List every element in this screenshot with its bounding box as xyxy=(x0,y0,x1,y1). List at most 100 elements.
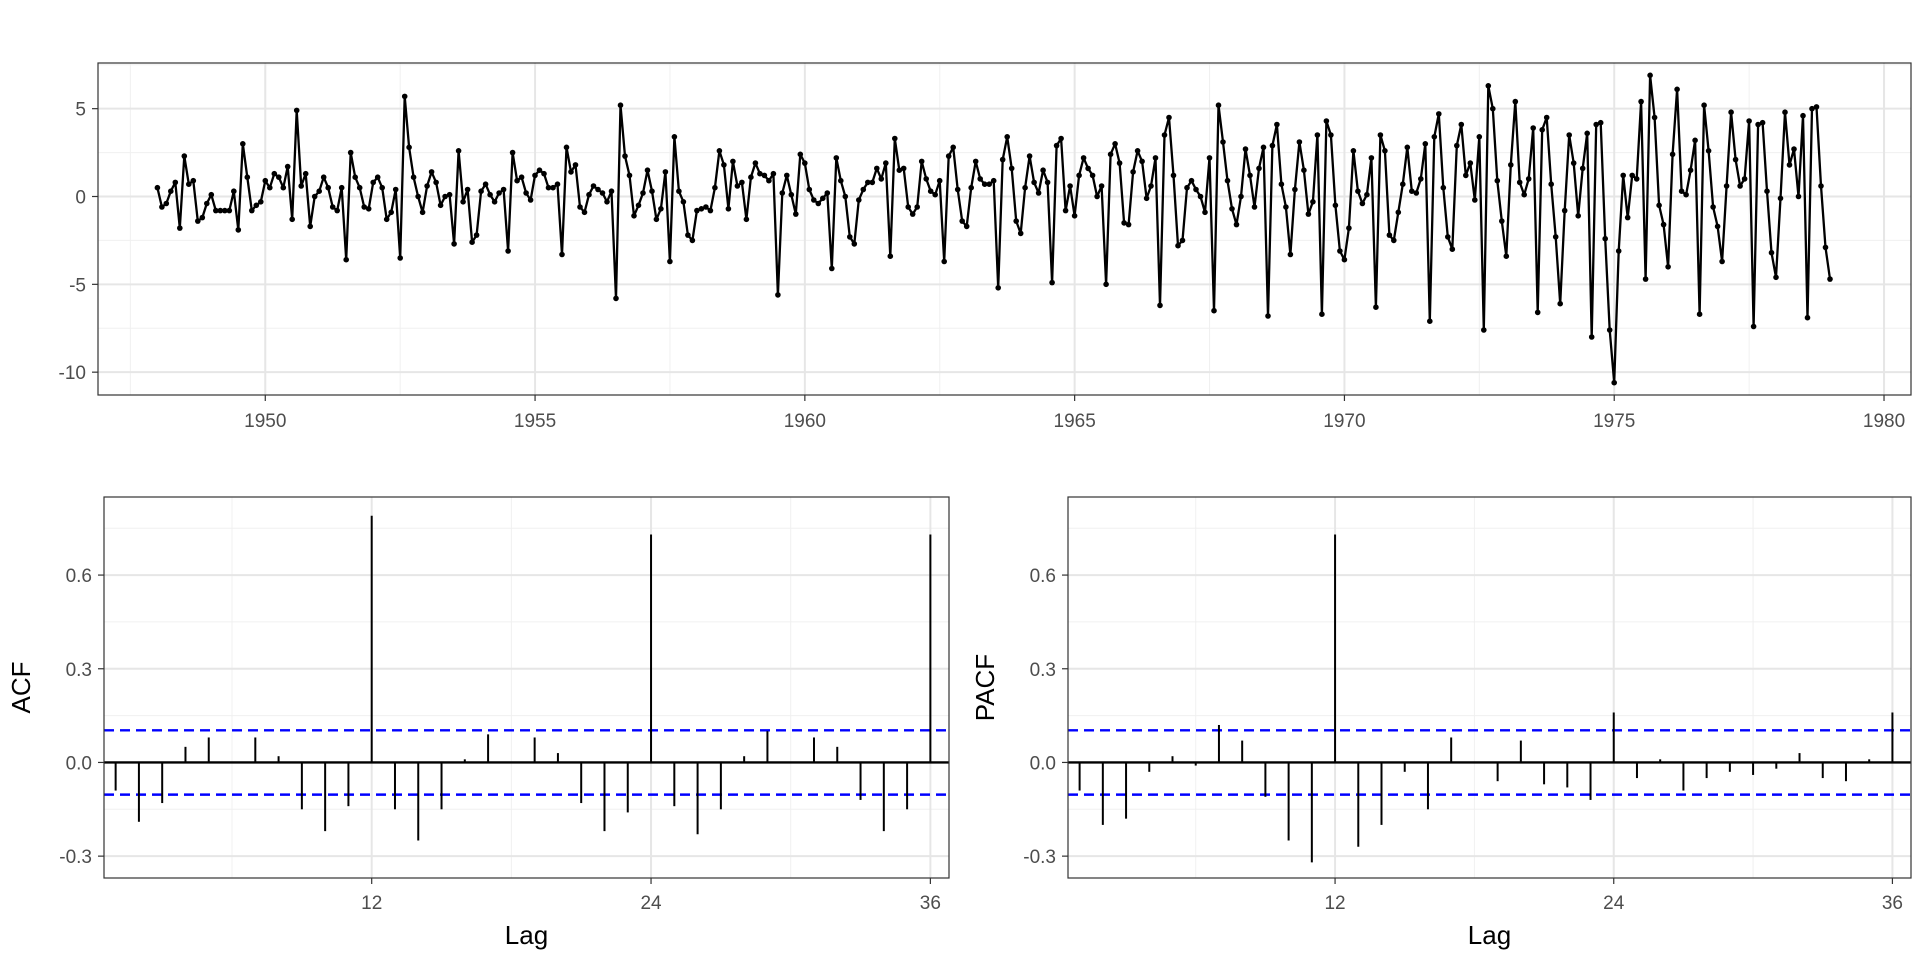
data-point xyxy=(464,186,471,193)
data-point xyxy=(811,197,817,203)
data-point xyxy=(1242,146,1249,152)
data-point xyxy=(883,160,889,166)
data-point xyxy=(1557,300,1563,307)
data-point xyxy=(460,199,466,205)
data-point xyxy=(1044,179,1051,186)
data-point xyxy=(1067,183,1073,189)
data-point xyxy=(271,170,278,177)
y-tick-label: -10 xyxy=(59,363,86,384)
data-point xyxy=(276,174,282,180)
data-point xyxy=(815,200,822,207)
data-point xyxy=(1314,132,1321,138)
data-point xyxy=(932,191,938,198)
data-point xyxy=(981,181,988,187)
data-point xyxy=(1445,234,1451,240)
data-point xyxy=(860,186,867,193)
data-point xyxy=(1647,72,1653,79)
data-point xyxy=(1575,213,1581,219)
data-point xyxy=(1409,188,1415,194)
y-axis-title: PACF xyxy=(970,654,1000,721)
data-point xyxy=(1809,105,1815,112)
data-point xyxy=(527,197,534,203)
data-point xyxy=(631,213,637,219)
data-point xyxy=(1436,111,1442,117)
data-point xyxy=(698,206,705,212)
data-point xyxy=(1782,109,1788,115)
data-point xyxy=(469,239,475,245)
data-point xyxy=(914,204,920,210)
data-point xyxy=(757,170,763,177)
data-point xyxy=(554,181,561,187)
data-point xyxy=(347,149,354,156)
y-tick-label: 0.3 xyxy=(66,660,92,681)
data-point xyxy=(1800,112,1806,119)
y-tick-label: -0.3 xyxy=(59,847,92,868)
data-point xyxy=(186,181,192,187)
data-point xyxy=(887,253,894,259)
data-point xyxy=(1588,334,1595,340)
data-point xyxy=(761,172,768,179)
data-point xyxy=(712,184,718,191)
data-point xyxy=(298,183,305,189)
data-point xyxy=(1364,191,1370,198)
data-point xyxy=(752,160,759,166)
data-point xyxy=(1746,118,1752,124)
data-point xyxy=(595,186,601,193)
data-point xyxy=(1710,204,1716,210)
data-point xyxy=(608,188,615,194)
data-point xyxy=(1687,167,1694,173)
data-point xyxy=(163,200,170,207)
data-point xyxy=(545,184,552,191)
data-point xyxy=(1454,142,1460,149)
data-point xyxy=(1355,188,1361,194)
data-point xyxy=(649,188,655,194)
data-point xyxy=(599,190,606,196)
data-point xyxy=(1728,109,1734,115)
data-point xyxy=(1633,176,1640,182)
data-point xyxy=(739,179,745,186)
y-tick-label: 0.3 xyxy=(1030,660,1056,681)
x-tick-label: 24 xyxy=(1603,893,1625,914)
data-point xyxy=(1319,311,1325,318)
y-tick-label: 0.0 xyxy=(66,753,92,774)
data-point xyxy=(1049,279,1055,286)
y-tick-label: 5 xyxy=(75,100,86,121)
data-point xyxy=(1548,181,1554,187)
data-point xyxy=(802,160,808,166)
data-point xyxy=(195,218,201,224)
data-point xyxy=(437,202,444,209)
data-point xyxy=(1584,130,1590,137)
data-point xyxy=(240,141,246,147)
data-point xyxy=(770,170,777,177)
data-point xyxy=(388,209,395,216)
data-point xyxy=(779,190,786,196)
data-point xyxy=(383,216,390,223)
data-point xyxy=(1669,151,1676,158)
data-point xyxy=(1611,379,1617,386)
data-point xyxy=(1224,177,1231,184)
data-point xyxy=(217,207,224,214)
data-point xyxy=(1116,160,1123,166)
data-point xyxy=(1391,237,1397,244)
data-point xyxy=(793,211,799,217)
data-point xyxy=(177,225,183,231)
data-point xyxy=(1112,141,1118,147)
data-point xyxy=(1386,232,1393,238)
data-point xyxy=(1467,160,1474,166)
data-point xyxy=(1071,213,1078,219)
data-point xyxy=(1211,307,1217,314)
data-point xyxy=(865,179,871,186)
data-point xyxy=(365,206,372,212)
data-point xyxy=(491,199,498,205)
data-point xyxy=(954,186,961,193)
data-point xyxy=(1229,206,1235,212)
data-point xyxy=(1418,176,1424,182)
data-point xyxy=(1818,183,1824,189)
data-point xyxy=(851,241,858,247)
data-point xyxy=(213,207,219,214)
y-tick-label: 0.6 xyxy=(1030,566,1056,587)
acf-panel: 12 24 36 0.6 0.3 0.0 -0.3 Lag ACF xyxy=(6,496,950,950)
data-point xyxy=(222,207,228,214)
data-point xyxy=(1058,135,1064,142)
data-point xyxy=(1166,114,1172,121)
